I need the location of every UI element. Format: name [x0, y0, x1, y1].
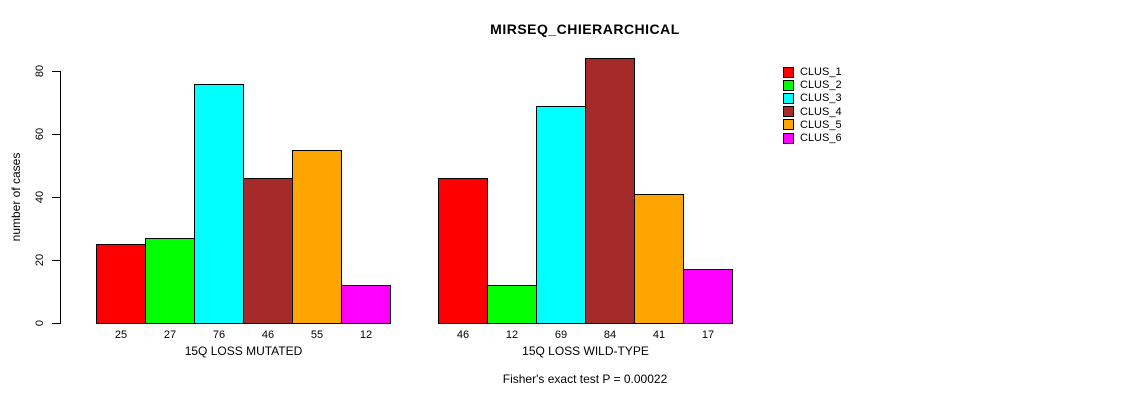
bar-clus_4	[585, 58, 635, 324]
bar-value-label: 17	[701, 329, 715, 341]
bar-value-label: 46	[456, 329, 470, 341]
group-axis-label: 15Q LOSS WILD-TYPE	[522, 344, 649, 358]
y-tick	[52, 197, 60, 198]
legend-swatch-clus_3	[783, 92, 794, 104]
bar-value-label: 84	[603, 329, 617, 341]
bar-value-label: 41	[652, 329, 666, 341]
bar-clus_5	[292, 150, 342, 324]
annotation-text: Fisher's exact test P = 0.00022	[502, 372, 668, 386]
chart-title: MIRSEQ_CHIERARCHICAL	[490, 21, 680, 37]
legend-swatch-clus_1	[783, 66, 794, 78]
group-axis-label: 15Q LOSS MUTATED	[184, 344, 303, 358]
bar-clus_1	[438, 178, 488, 324]
legend-label: CLUS_3	[800, 92, 842, 105]
y-tick	[52, 71, 60, 72]
y-tick-label: 0	[34, 319, 46, 327]
legend-label: CLUS_4	[800, 105, 842, 118]
y-tick-label: 20	[34, 253, 46, 267]
y-tick-label: 80	[34, 64, 46, 78]
bar-clus_2	[487, 285, 537, 324]
bar-clus_4	[243, 178, 293, 324]
y-tick	[52, 134, 60, 135]
bar-clus_3	[536, 106, 586, 324]
bar-clus_3	[194, 84, 244, 324]
legend-swatch-clus_5	[783, 119, 794, 131]
legend-label: CLUS_1	[800, 66, 842, 78]
legend-label: CLUS_5	[800, 118, 842, 131]
legend-label: CLUS_2	[800, 79, 842, 92]
legend-swatch-clus_6	[783, 132, 794, 144]
y-tick	[52, 323, 60, 324]
y-tick	[52, 260, 60, 261]
y-axis-line	[60, 71, 61, 324]
y-tick-label: 40	[34, 190, 46, 204]
bar-value-label: 69	[554, 329, 568, 341]
bar-value-label: 12	[505, 329, 519, 341]
bar-clus_6	[683, 269, 733, 324]
bar-value-label: 76	[212, 329, 226, 341]
legend-swatch-clus_4	[783, 106, 794, 118]
bar-clus_5	[634, 194, 684, 324]
legend-label: CLUS_6	[800, 132, 842, 144]
bar-value-label: 12	[359, 329, 373, 341]
bar-value-label: 27	[163, 329, 177, 341]
bar-clus_1	[96, 244, 146, 324]
bar-clus_2	[145, 238, 195, 324]
legend-swatch-clus_2	[783, 79, 794, 91]
bar-value-label: 25	[114, 329, 128, 341]
bar-clus_6	[341, 285, 391, 324]
y-tick-label: 60	[34, 127, 46, 141]
bar-value-label: 55	[310, 329, 324, 341]
y-axis-label: number of cases	[9, 152, 23, 242]
bar-value-label: 46	[261, 329, 275, 341]
